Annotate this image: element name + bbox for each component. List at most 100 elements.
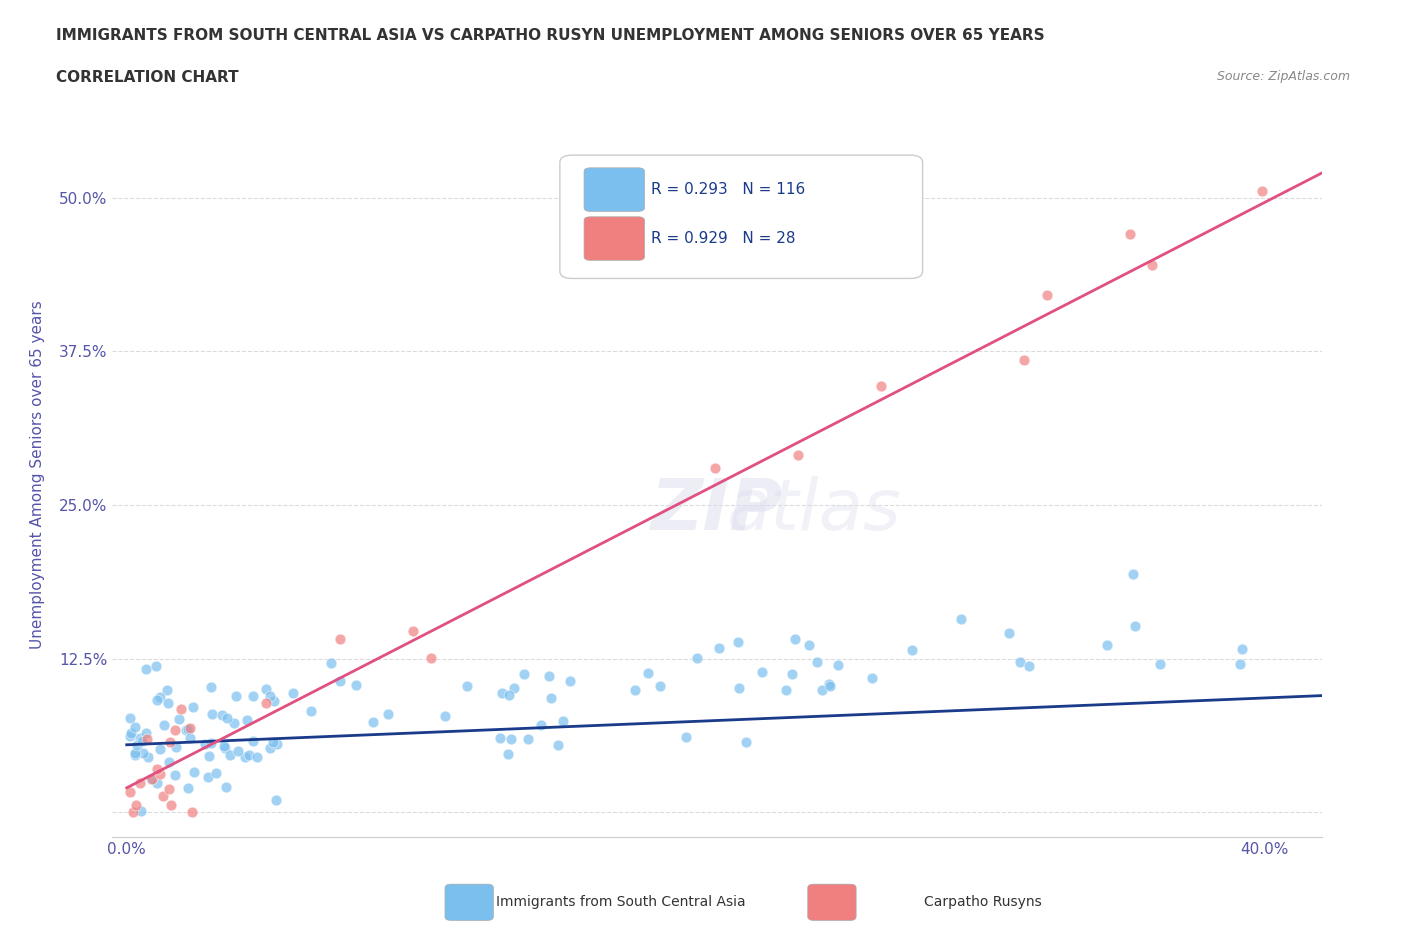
Point — [530, 717, 553, 732]
Point — [124, 745, 146, 760]
Point — [226, 743, 249, 758]
Point — [1229, 656, 1251, 671]
Point — [1122, 567, 1144, 582]
Point — [141, 772, 163, 787]
Point — [157, 696, 180, 711]
Point — [233, 750, 256, 764]
Point — [299, 704, 322, 719]
Point — [650, 678, 672, 693]
Point — [704, 460, 727, 475]
Text: R = 0.293   N = 116: R = 0.293 N = 116 — [651, 182, 804, 197]
Point — [900, 643, 922, 658]
Point — [502, 681, 524, 696]
Point — [727, 681, 749, 696]
Point — [489, 731, 512, 746]
Point — [1123, 618, 1146, 633]
Text: atlas: atlas — [727, 476, 901, 545]
Point — [131, 734, 153, 749]
Point — [129, 804, 152, 818]
Point — [377, 707, 399, 722]
Point — [551, 714, 574, 729]
Text: Immigrants from South Central Asia: Immigrants from South Central Asia — [495, 896, 745, 910]
Point — [183, 699, 205, 714]
Point — [1119, 227, 1142, 242]
Point — [183, 765, 205, 780]
Point — [225, 688, 247, 703]
Point — [166, 739, 188, 754]
Point — [129, 776, 152, 790]
Point — [212, 739, 235, 754]
Point — [179, 720, 201, 735]
Point — [131, 745, 153, 760]
Point — [170, 702, 193, 717]
Point — [136, 731, 159, 746]
Point — [201, 707, 224, 722]
Point — [637, 666, 659, 681]
Point — [121, 805, 143, 820]
Text: ZIP: ZIP — [651, 476, 783, 545]
Point — [135, 661, 157, 676]
Point — [222, 716, 245, 731]
Point — [498, 688, 520, 703]
Point — [344, 677, 367, 692]
Point — [818, 676, 841, 691]
Point — [138, 750, 160, 764]
Point — [1018, 658, 1040, 673]
Text: Carpatho Rusyns: Carpatho Rusyns — [924, 896, 1042, 910]
Point — [751, 665, 773, 680]
Point — [152, 789, 174, 804]
Point — [205, 766, 228, 781]
Text: CORRELATION CHART: CORRELATION CHART — [56, 70, 239, 85]
Point — [124, 720, 146, 735]
Point — [242, 689, 264, 704]
Point — [707, 641, 730, 656]
Point — [163, 723, 186, 737]
Point — [1010, 655, 1032, 670]
Y-axis label: Unemployment Among Seniors over 65 years: Unemployment Among Seniors over 65 years — [31, 300, 45, 649]
Point — [727, 634, 749, 649]
Point — [624, 683, 647, 698]
Point — [219, 748, 242, 763]
Point — [149, 766, 172, 781]
Point — [120, 725, 142, 740]
Point — [806, 655, 828, 670]
Point — [262, 735, 284, 750]
Point — [128, 731, 150, 746]
Point — [1036, 287, 1059, 302]
Point — [149, 741, 172, 756]
Point — [1014, 353, 1036, 368]
Text: Source: ZipAtlas.com: Source: ZipAtlas.com — [1216, 70, 1350, 83]
Point — [491, 685, 513, 700]
Point — [235, 712, 257, 727]
Point — [177, 781, 200, 796]
Point — [145, 693, 167, 708]
Point — [1149, 657, 1171, 671]
Point — [145, 658, 167, 673]
Point — [246, 750, 269, 764]
Point — [401, 624, 423, 639]
Point — [159, 797, 181, 812]
FancyBboxPatch shape — [560, 155, 922, 278]
Point — [266, 737, 288, 751]
FancyBboxPatch shape — [446, 884, 494, 921]
Point — [558, 673, 581, 688]
Point — [420, 650, 443, 665]
FancyBboxPatch shape — [583, 217, 644, 260]
Point — [329, 673, 352, 688]
Point — [215, 780, 238, 795]
Point — [155, 683, 177, 698]
Point — [782, 667, 804, 682]
Point — [200, 679, 222, 694]
Point — [434, 709, 457, 724]
Point — [148, 689, 170, 704]
Point — [174, 723, 197, 737]
Point — [254, 695, 277, 710]
Point — [214, 741, 236, 756]
Point — [167, 711, 190, 726]
Point — [810, 683, 832, 698]
Point — [118, 785, 141, 800]
Point — [125, 797, 148, 812]
Point — [165, 767, 187, 782]
Point — [456, 679, 478, 694]
FancyBboxPatch shape — [583, 167, 644, 211]
